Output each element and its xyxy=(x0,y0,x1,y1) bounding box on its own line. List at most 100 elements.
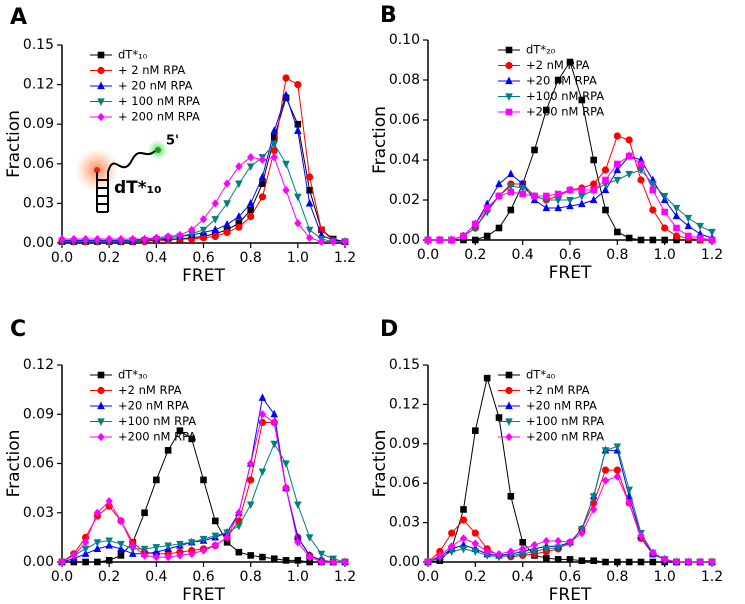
marker xyxy=(613,443,622,451)
marker xyxy=(164,552,172,562)
marker xyxy=(637,236,645,244)
legend-label: +2 nM RPA xyxy=(526,58,590,72)
y-tick-label: 0.12 xyxy=(23,77,54,93)
marker xyxy=(164,542,172,551)
marker xyxy=(578,557,586,564)
x-tick-label: 0.6 xyxy=(192,569,214,585)
marker xyxy=(436,236,444,244)
legend-marker xyxy=(505,401,513,410)
marker xyxy=(471,529,479,537)
marker xyxy=(235,212,243,220)
legend-marker xyxy=(505,46,513,54)
marker xyxy=(578,186,586,194)
x-tick-label: 1.2 xyxy=(334,250,356,266)
marker xyxy=(117,540,125,549)
x-axis-label: FRET xyxy=(549,263,592,283)
marker xyxy=(637,531,645,540)
marker xyxy=(543,106,550,114)
legend-marker xyxy=(505,386,513,395)
x-tick-label: 1.0 xyxy=(287,569,309,585)
marker xyxy=(152,544,161,552)
y-axis-label: Fraction xyxy=(370,106,390,174)
marker xyxy=(235,548,243,556)
marker xyxy=(625,136,633,144)
marker xyxy=(140,551,149,560)
marker xyxy=(270,409,279,418)
y-tick-label: 0.09 xyxy=(389,436,420,452)
marker xyxy=(235,162,243,171)
legend-label: +2 nM RPA xyxy=(526,383,590,397)
marker xyxy=(613,132,621,140)
marker xyxy=(176,427,184,434)
marker xyxy=(270,140,279,149)
panel-label: C xyxy=(10,317,26,342)
marker xyxy=(211,541,219,550)
marker xyxy=(164,232,172,241)
legend-label: + 200 nM RPA xyxy=(118,110,200,124)
marker xyxy=(625,234,633,242)
marker xyxy=(306,173,314,181)
marker xyxy=(661,208,668,216)
marker xyxy=(590,557,597,564)
marker xyxy=(211,532,220,541)
marker xyxy=(531,192,538,200)
y-tick-label: 0.15 xyxy=(23,37,54,53)
marker xyxy=(305,534,314,542)
marker xyxy=(187,539,196,547)
marker xyxy=(223,179,231,188)
marker xyxy=(329,237,337,246)
marker xyxy=(625,152,633,160)
marker xyxy=(153,476,160,484)
legend-label: + 2 nM RPA xyxy=(118,63,185,77)
marker xyxy=(554,536,562,546)
marker xyxy=(614,228,621,236)
marker xyxy=(471,548,480,556)
marker xyxy=(246,501,255,510)
marker xyxy=(613,466,621,474)
marker xyxy=(590,186,597,194)
marker xyxy=(105,537,113,546)
marker xyxy=(235,508,243,517)
legend-marker xyxy=(505,371,513,379)
marker xyxy=(258,468,267,477)
legend-label: +100 nM RPA xyxy=(526,89,604,103)
marker xyxy=(590,180,598,188)
marker xyxy=(602,206,609,214)
y-tick-label: 0.06 xyxy=(389,475,420,491)
legend-label: dT*₄₀ xyxy=(526,368,556,382)
x-tick-label: 1.0 xyxy=(654,569,676,585)
marker xyxy=(247,476,255,484)
x-tick-label: 1.2 xyxy=(701,569,723,585)
y-axis-label: Fraction xyxy=(4,110,24,178)
marker xyxy=(188,549,196,558)
marker xyxy=(495,192,503,200)
y-tick-label: 0.08 xyxy=(389,72,420,88)
dna-duplex xyxy=(96,150,156,213)
legend-marker xyxy=(505,61,513,70)
marker xyxy=(613,176,622,185)
inset-label: dT*₁₀ xyxy=(114,178,162,198)
inset-diagram: 5' dT*₁₀ xyxy=(75,134,179,213)
y-tick-label: 0.06 xyxy=(389,112,420,128)
x-axis-label: FRET xyxy=(182,266,225,286)
marker xyxy=(93,508,102,517)
marker xyxy=(589,493,598,501)
marker xyxy=(554,190,562,198)
legend-label: +200 nM RPA xyxy=(526,430,604,444)
legend-label: +200 nM RPA xyxy=(526,105,604,119)
marker xyxy=(531,146,538,154)
marker xyxy=(708,236,716,244)
marker xyxy=(660,192,669,201)
y-tick-label: 0.12 xyxy=(389,396,420,412)
x-tick-label: 0.2 xyxy=(98,569,120,585)
marker xyxy=(543,192,550,200)
y-tick-label: 0.00 xyxy=(23,554,54,570)
marker xyxy=(247,213,255,221)
marker xyxy=(211,517,219,525)
marker xyxy=(672,211,681,220)
x-tick-label: 0.8 xyxy=(240,250,262,266)
marker xyxy=(661,236,668,244)
marker xyxy=(566,186,574,194)
marker xyxy=(247,552,254,559)
